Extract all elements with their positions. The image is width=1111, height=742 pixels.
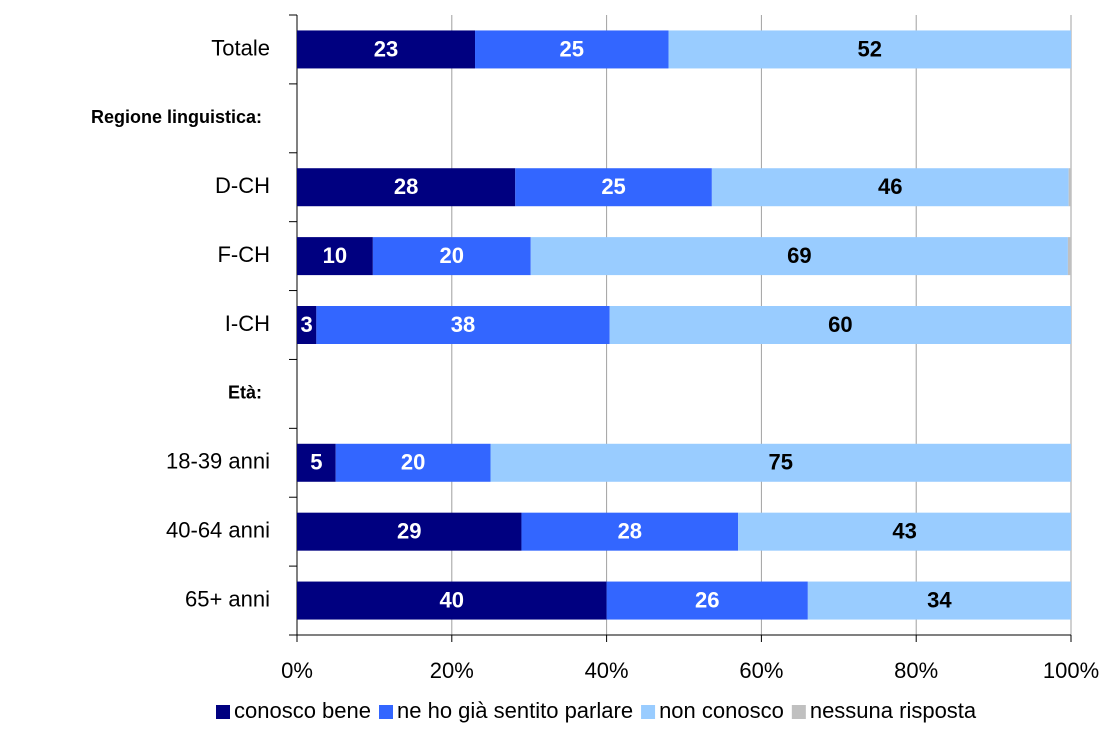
legend-label: nessuna risposta xyxy=(810,698,977,723)
x-tick-label: 80% xyxy=(894,658,938,683)
data-label: 43 xyxy=(892,518,916,543)
category-label: 18-39 anni xyxy=(166,449,270,474)
legend-swatch xyxy=(379,705,393,719)
bar-segment xyxy=(738,512,1071,551)
data-label: 20 xyxy=(401,450,425,475)
data-label: 25 xyxy=(601,174,625,199)
x-tick-label: 0% xyxy=(281,658,313,683)
data-label: 28 xyxy=(618,518,642,543)
bar-segment xyxy=(668,30,1071,69)
category-label: Regione linguistica: xyxy=(91,107,262,127)
data-label: 5 xyxy=(310,450,322,475)
bar-segment xyxy=(297,30,476,69)
bar-segment xyxy=(711,168,1069,207)
category-label: F-CH xyxy=(217,242,270,267)
bar-segment xyxy=(609,306,1071,344)
bar-segment xyxy=(515,168,712,207)
data-label: 28 xyxy=(394,174,418,199)
x-tick-label: 20% xyxy=(430,658,474,683)
bar-segment xyxy=(316,306,610,344)
bar-segment xyxy=(335,443,491,482)
bar-segment xyxy=(297,512,522,551)
data-label: 26 xyxy=(695,587,719,612)
category-label: 65+ anni xyxy=(185,586,270,611)
bar-segment xyxy=(1068,168,1071,207)
data-label: 69 xyxy=(787,243,811,268)
data-label: 46 xyxy=(878,174,902,199)
bar-segment xyxy=(521,512,739,551)
category-label: I-CH xyxy=(225,311,270,336)
x-tick-label: 60% xyxy=(739,658,783,683)
data-label: 25 xyxy=(560,36,584,61)
x-tick-label: 100% xyxy=(1043,658,1099,683)
bar-segment xyxy=(475,30,669,69)
x-tick-label: 40% xyxy=(585,658,629,683)
data-label: 20 xyxy=(440,243,464,268)
data-label: 10 xyxy=(323,243,347,268)
bar-segment xyxy=(1067,237,1071,276)
legend-label: non conosco xyxy=(659,698,784,723)
legend-swatch xyxy=(791,705,806,719)
bar-segment xyxy=(297,168,516,207)
bar-segment xyxy=(297,237,373,276)
data-label: 38 xyxy=(451,312,475,337)
data-label: 40 xyxy=(440,587,464,612)
legend-swatch xyxy=(641,705,656,719)
data-label: 75 xyxy=(769,450,793,475)
data-label: 29 xyxy=(397,518,421,543)
bar-segment xyxy=(297,306,317,344)
category-label: Età: xyxy=(228,383,262,403)
data-label: 52 xyxy=(858,36,882,61)
legend-swatch xyxy=(216,705,230,719)
data-label: 60 xyxy=(828,312,852,337)
legend-label: ne ho già sentito parlare xyxy=(397,698,633,723)
bar-segment xyxy=(297,581,607,620)
category-label: D-CH xyxy=(215,173,270,198)
bar-segment xyxy=(530,237,1068,276)
bar-segment xyxy=(372,237,531,276)
category-label: Totale xyxy=(211,35,270,60)
bar-segment xyxy=(297,443,336,482)
legend-label: conosco bene xyxy=(234,698,371,723)
data-label: 3 xyxy=(301,312,313,337)
bar-segment xyxy=(606,581,808,620)
bar-segment xyxy=(807,581,1071,620)
data-label: 34 xyxy=(927,587,952,612)
data-label: 23 xyxy=(374,36,398,61)
category-label: 40-64 anni xyxy=(166,517,270,542)
bar-segment xyxy=(490,443,1071,482)
